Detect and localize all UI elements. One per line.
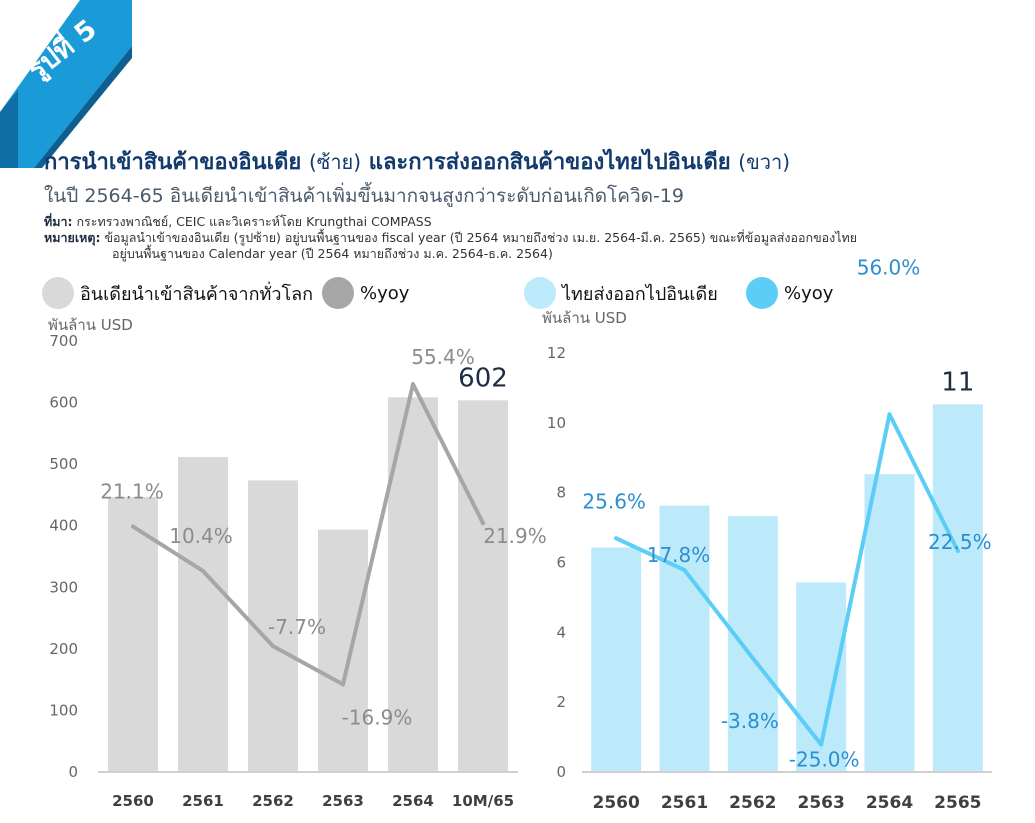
right-yoy-label-2563: -25.0% — [789, 748, 860, 772]
legend-left-line: %yoy — [322, 277, 409, 309]
right-bar-2564 — [864, 474, 915, 771]
right-bar-2562 — [727, 516, 778, 771]
right-yoy-point-2563 — [819, 742, 824, 747]
right-bar-value-label-2565: 11 — [941, 367, 974, 397]
left-ytick-100: 100 — [49, 701, 78, 719]
left-xtick-2560: 2560 — [112, 792, 154, 810]
right-ytick-0: 0 — [556, 763, 566, 781]
right-yoy-label-2565: 22.5% — [928, 530, 992, 554]
legend-label-right-line: %yoy — [784, 282, 834, 304]
left-yoy-label-2562: -7.7% — [268, 615, 326, 639]
right-yoy-label-2560: 25.6% — [582, 489, 646, 513]
left-yoy-label-2564: 55.4% — [411, 345, 475, 369]
legend-swatch-left-line — [322, 277, 354, 309]
left-ytick-500: 500 — [49, 455, 78, 473]
right-yoy-point-2561 — [682, 568, 687, 573]
right-ytick-12: 12 — [547, 344, 566, 362]
legend-swatch-right-line — [746, 277, 778, 309]
source-text: กระทรวงพาณิชย์, CEIC และวิเคราะห์โดย Kru… — [76, 214, 432, 229]
right-ylabel: พันล้าน USD — [542, 309, 627, 327]
right-xtick-2564: 2564 — [866, 793, 913, 813]
right-bar-2560 — [591, 547, 642, 771]
legend-swatch-left-bar — [42, 277, 74, 309]
left-xtick-2564: 2564 — [392, 792, 434, 810]
left-bar-value-label-10M/65: 602 — [458, 363, 508, 393]
legend-swatch-right-bar — [524, 277, 556, 309]
left-bar-10M/65 — [458, 400, 508, 771]
left-bar-2561 — [178, 456, 228, 771]
right-yoy-point-2562 — [750, 656, 755, 661]
left-ytick-700: 700 — [49, 332, 78, 350]
left-yoy-point-2560 — [131, 524, 135, 529]
left-ylabel: พันล้าน USD — [48, 316, 133, 334]
right-xtick-2563: 2563 — [798, 793, 845, 813]
left-ytick-400: 400 — [49, 517, 78, 535]
left-bar-2560 — [108, 497, 158, 771]
left-ytick-200: 200 — [49, 640, 78, 658]
left-xtick-10M/65: 10M/65 — [452, 792, 514, 810]
left-yoy-point-2563 — [341, 682, 345, 687]
title-mid: และการส่งออกสินค้าของไทยไปอินเดีย — [368, 150, 731, 175]
legend-right-bar: ไทยส่งออกไปอินเดีย — [524, 277, 718, 309]
source-label: ที่มา: — [44, 214, 73, 229]
legend-label-left-bar: อินเดียนำเข้าสินค้าจากทั่วโลก — [80, 283, 314, 305]
left-bar-2563 — [318, 529, 368, 771]
left-ytick-300: 300 — [49, 578, 78, 596]
right-bar-2561 — [659, 505, 710, 771]
left-yoy-point-2561 — [201, 568, 205, 573]
right-yoy-point-2560 — [614, 536, 619, 541]
right-yoy-point-2564 — [887, 412, 892, 417]
right-bar-2565 — [932, 404, 983, 771]
remark-line2: อยู่บนพื้นฐานของ Calendar year (ปี 2564 … — [112, 246, 553, 261]
left-yoy-line — [131, 382, 485, 687]
right-yoy-line — [614, 412, 960, 747]
left-yoy-point-2564 — [411, 382, 415, 387]
remark-label: หมายเหตุ: — [44, 230, 101, 245]
left-yoy-label-2561: 10.4% — [169, 524, 233, 548]
right-ytick-4: 4 — [556, 623, 566, 641]
right-ytick-2: 2 — [556, 693, 566, 711]
left-xtick-2561: 2561 — [182, 792, 224, 810]
remark-note: หมายเหตุ: ข้อมูลนำเข้าของอินเดีย (รูปซ้า… — [44, 230, 857, 246]
legend-left-bar: อินเดียนำเข้าสินค้าจากทั่วโลก — [42, 277, 313, 309]
right-yoy-point-2565 — [955, 548, 960, 553]
legend-label-right-bar: ไทยส่งออกไปอินเดีย — [562, 283, 718, 305]
title-left-paren: (ซ้าย) — [308, 150, 362, 174]
source-note: ที่มา: กระทรวงพาณิชย์, CEIC และวิเคราะห์… — [44, 214, 857, 230]
left-xtick-2563: 2563 — [322, 792, 364, 810]
remark-line1: ข้อมูลนำเข้าของอินเดีย (รูปซ้าย) อยู่บนพ… — [104, 230, 858, 245]
left-yoy-label-2560: 21.1% — [100, 480, 164, 504]
left-yoy-point-10M/65 — [481, 521, 485, 526]
left-ytick-0: 0 — [68, 763, 78, 781]
legend-label-left-line: %yoy — [360, 282, 410, 304]
right-ytick-8: 8 — [556, 484, 566, 502]
right-xtick-2565: 2565 — [934, 793, 981, 813]
right-yoy-label-2562: -3.8% — [721, 709, 779, 733]
left-yoy-label-10M/65: 21.9% — [483, 524, 547, 548]
left-ytick-600: 600 — [49, 394, 78, 412]
right-ytick-10: 10 — [547, 414, 566, 432]
title-right-paren: (ขวา) — [738, 150, 791, 174]
right-yoy-label-2564: 56.0% — [857, 255, 921, 279]
notes-block: ที่มา: กระทรวงพาณิชย์, CEIC และวิเคราะห์… — [44, 214, 857, 262]
title-left: การนำเข้าสินค้าของอินเดีย — [44, 150, 302, 175]
right-yoy-label-2561: 17.8% — [647, 543, 711, 567]
left-xtick-2562: 2562 — [252, 792, 294, 810]
figure-badge-ribbon — [0, 0, 132, 168]
legend-right-line: %yoy — [746, 277, 833, 309]
right-ytick-6: 6 — [556, 554, 566, 572]
left-yoy-label-2563: -16.9% — [342, 705, 413, 729]
right-xtick-2562: 2562 — [729, 793, 776, 813]
page-title: การนำเข้าสินค้าของอินเดีย (ซ้าย) และการส… — [44, 144, 790, 179]
right-xtick-2560: 2560 — [593, 793, 640, 813]
left-yoy-point-2562 — [271, 644, 275, 649]
right-xtick-2561: 2561 — [661, 793, 708, 813]
page-subtitle: ในปี 2564-65 อินเดียนำเข้าสินค้าเพิ่มขึ้… — [44, 185, 684, 207]
